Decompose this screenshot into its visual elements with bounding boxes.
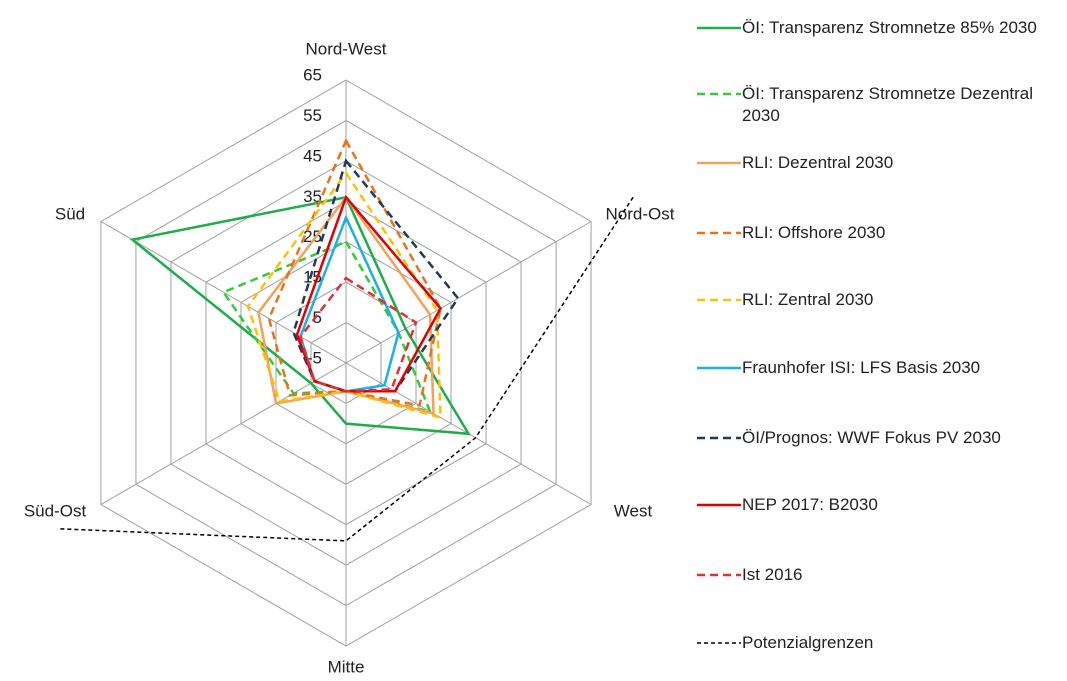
legend-swatch [697,366,741,370]
r-tick-label: 15 [303,268,322,287]
category-label: Nord-West [306,39,387,58]
legend-label: Fraunhofer ISI: LFS Basis 2030 [742,358,981,377]
legend-swatch [697,642,741,644]
legend-label: RLI: Offshore 2030 [742,223,886,242]
legend-entry: RLI: Offshore 2030 [697,222,1057,244]
legend-entry: Fraunhofer ISI: LFS Basis 2030 [697,357,1057,379]
legend-label: ÖI: Transparenz Stromnetze Dezentral 203… [742,84,1034,125]
category-label: Süd-Ost [24,501,87,520]
series-line [267,137,442,407]
legend-entry: Ist 2016 [697,564,1057,586]
legend-label: RLI: Dezentral 2030 [742,153,894,172]
r-tick-label: 65 [303,65,322,84]
legend-label: ÖI: Transparenz Stromnetze 85% 2030 [742,18,1037,37]
legend-swatch [697,298,741,302]
spoke [100,362,347,505]
legend-label: RLI: Zentral 2030 [742,290,874,309]
category-label: Nord-Ost [606,204,675,223]
legend-swatch [697,503,741,507]
legend-swatch [697,573,741,577]
legend-label: ÖI/Prognos: WWF Fokus PV 2030 [742,428,1001,447]
spoke [100,221,347,364]
legend-label: NEP 2017: B2030 [742,495,878,514]
r-tick-label: 45 [303,146,322,165]
legend-entry: NEP 2017: B2030 [697,494,1057,516]
legend-swatch [697,436,741,440]
legend-entry: ÖI: Transparenz Stromnetze 85% 2030 [697,17,1057,39]
category-label: Süd [55,204,85,223]
category-label: Mitte [328,657,365,676]
series-line [246,170,442,420]
chart: -5 5 15 25 35 45 55 65 Nord-West Nord-Ost West Mitt… [24,39,675,676]
r-tick-label: 35 [303,187,322,206]
r-tick-label: 55 [303,106,322,125]
series-line [129,195,471,436]
r-tick-label: 5 [313,308,322,327]
legend-label: Ist 2016 [742,565,803,584]
legend-swatch [697,161,741,165]
legend-entry: RLI: Dezentral 2030 [697,152,1057,174]
r-tick-label: 25 [303,227,322,246]
legend-swatch [697,92,741,96]
r-tick-label: -5 [307,348,322,367]
legend-swatch [697,231,741,235]
legend-label: Potenzialgrenzen [742,633,874,652]
legend-entry: Potenzialgrenzen [697,632,1057,654]
legend-swatch [697,26,741,30]
series-line [58,196,634,542]
legend-entry: ÖI: Transparenz Stromnetze Dezentral 203… [697,83,1057,127]
category-label: West [614,501,653,520]
spoke [345,221,592,364]
series-line [299,276,418,393]
legend-entry: RLI: Zentral 2030 [697,289,1057,311]
legend-entry: ÖI/Prognos: WWF Fokus PV 2030 [697,427,1057,449]
